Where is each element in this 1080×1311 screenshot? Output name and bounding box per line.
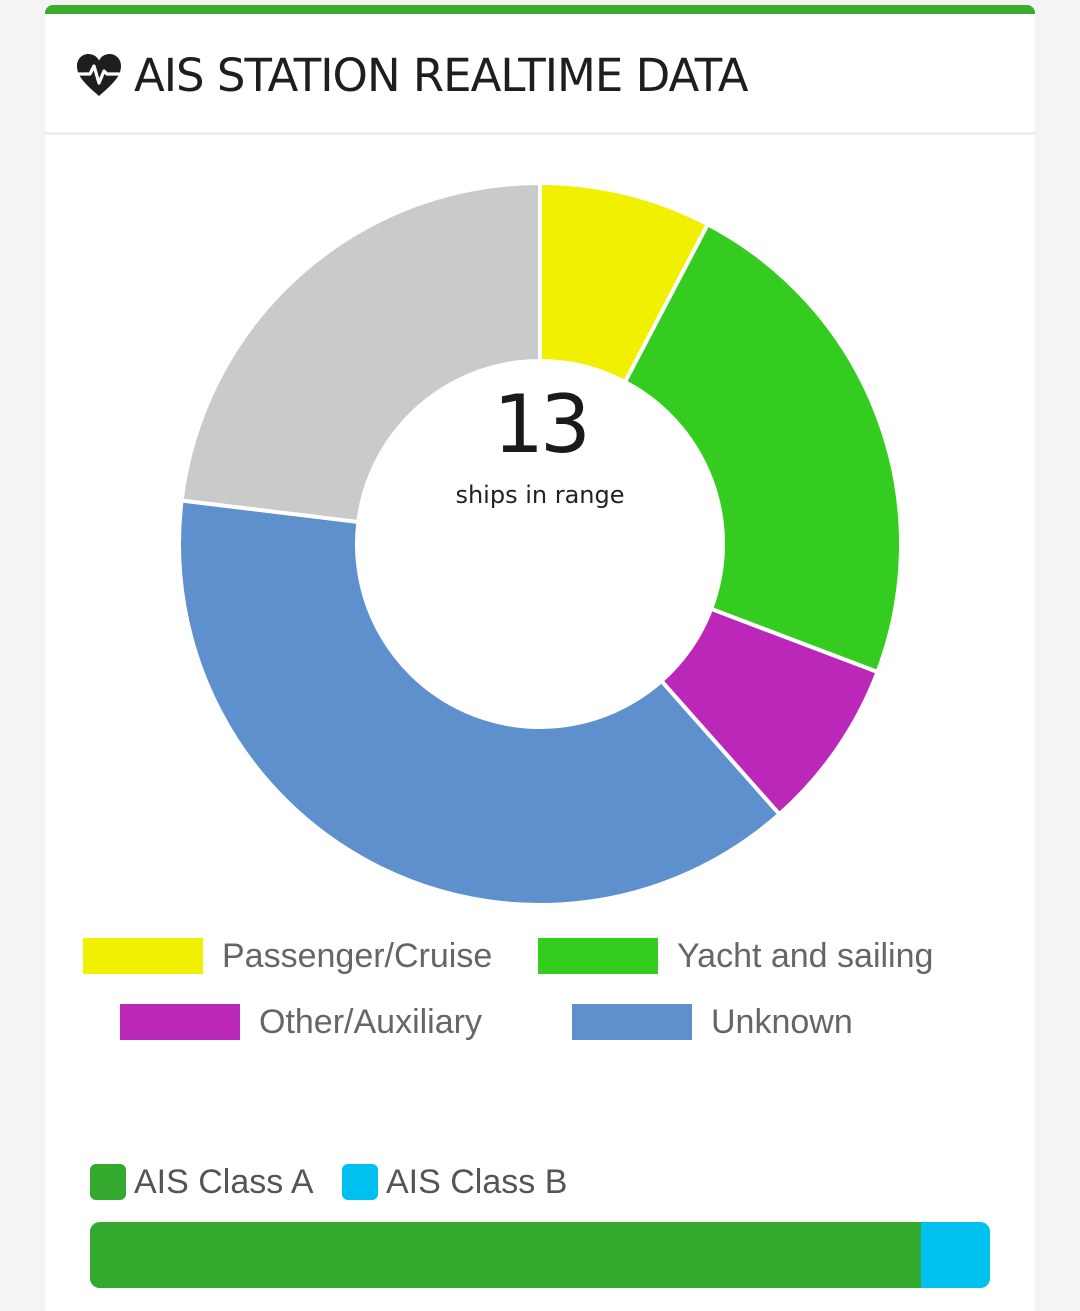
ship-type-donut-chart (177, 180, 903, 907)
bar-segment-ais-class-b[interactable] (920, 1222, 990, 1288)
legend-swatch-other-auxiliary (120, 1004, 240, 1040)
legend-swatch-ais-class-b (342, 1164, 378, 1200)
donut-slice-unlabeled[interactable] (179, 180, 542, 525)
legend-swatch-unknown (572, 1004, 692, 1040)
ais-class-stacked-bar (90, 1222, 990, 1288)
donut-slice-yacht-sailing[interactable] (622, 221, 903, 675)
legend-swatch-yacht-sailing (538, 938, 658, 974)
legend-swatch-passenger-cruise (83, 938, 203, 974)
card-header: AIS STATION REALTIME DATA (45, 14, 1035, 135)
page-title: AIS STATION REALTIME DATA (134, 49, 749, 102)
legend-swatch-ais-class-a (90, 1164, 126, 1200)
donut-slice-unknown[interactable] (177, 498, 783, 907)
legend-label: Yacht and sailing (677, 937, 934, 975)
legend-label: Passenger/Cruise (222, 937, 493, 975)
ships-count: 13 (493, 378, 591, 471)
legend-label: AIS Class A (134, 1163, 314, 1201)
ships-count-label: ships in range (455, 481, 625, 509)
ais-station-card: AIS STATION REALTIME DATA 13 ships in ra… (45, 5, 1035, 1311)
heartbeat-icon (77, 54, 121, 96)
legend-label: Other/Auxiliary (259, 1003, 482, 1041)
bar-segment-ais-class-a[interactable] (90, 1222, 921, 1288)
legend-label: Unknown (711, 1003, 853, 1041)
legend-label: AIS Class B (386, 1163, 568, 1201)
